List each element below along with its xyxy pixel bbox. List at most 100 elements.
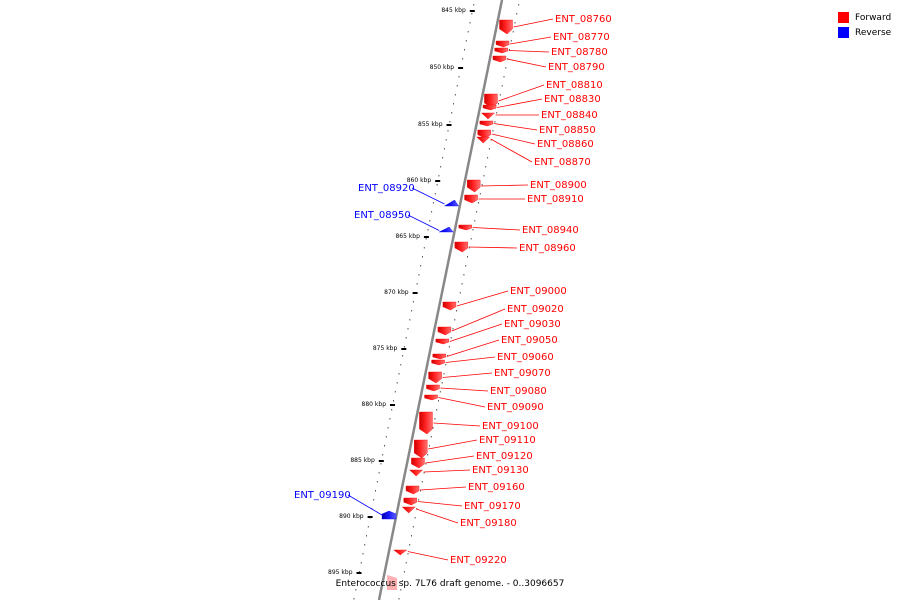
gene-label[interactable]: ENT_09120 bbox=[476, 451, 533, 462]
gene-feature[interactable]: ENT_09030 bbox=[435, 319, 561, 345]
reverse-gene-arrow[interactable] bbox=[381, 510, 397, 520]
gene-label[interactable]: ENT_09160 bbox=[468, 482, 525, 493]
gene-label[interactable]: ENT_08940 bbox=[522, 225, 579, 236]
gene-label[interactable]: ENT_09060 bbox=[497, 352, 554, 363]
gene-feature[interactable]: ENT_08790 bbox=[492, 55, 605, 73]
gene-feature[interactable]: ENT_09050 bbox=[432, 335, 558, 360]
forward-gene-arrow[interactable] bbox=[482, 104, 497, 111]
gene-feature[interactable]: ENT_09110 bbox=[414, 435, 536, 459]
gene-feature[interactable]: ENT_09120 bbox=[411, 451, 533, 469]
forward-gene-arrow[interactable] bbox=[454, 241, 469, 253]
forward-gene-arrow[interactable] bbox=[424, 394, 438, 401]
gene-label[interactable]: ENT_08830 bbox=[544, 94, 601, 105]
forward-gene-arrow[interactable] bbox=[411, 457, 425, 469]
gene-feature[interactable]: ENT_09080 bbox=[426, 384, 547, 397]
gene-label[interactable]: ENT_08760 bbox=[555, 14, 612, 25]
gene-label[interactable]: ENT_09070 bbox=[494, 368, 551, 379]
reverse-gene-arrow[interactable] bbox=[443, 199, 459, 207]
forward-gene-arrow[interactable] bbox=[426, 384, 440, 392]
forward-gene-arrow[interactable] bbox=[466, 179, 481, 193]
gene-label[interactable]: ENT_08900 bbox=[530, 180, 587, 191]
gene-label[interactable]: ENT_08770 bbox=[553, 32, 610, 43]
gene-label[interactable]: ENT_09000 bbox=[510, 286, 567, 297]
forward-gene-arrow[interactable] bbox=[479, 120, 494, 127]
gene-feature[interactable]: ENT_08810 bbox=[484, 80, 603, 109]
gene-label[interactable]: ENT_09180 bbox=[460, 518, 517, 529]
gene-feature[interactable]: ENT_09160 bbox=[405, 482, 525, 495]
gene-feature[interactable]: ENT_09090 bbox=[424, 394, 544, 413]
forward-gene-arrow[interactable] bbox=[419, 411, 433, 435]
forward-gene-arrow[interactable] bbox=[442, 301, 457, 311]
reverse-gene-arrow[interactable] bbox=[439, 226, 454, 233]
forward-gene-arrow[interactable] bbox=[401, 506, 416, 514]
gene-label[interactable]: ENT_09110 bbox=[479, 435, 536, 446]
gene-feature[interactable]: ENT_09180 bbox=[401, 506, 517, 529]
gene-label[interactable]: ENT_09170 bbox=[464, 501, 521, 512]
forward-gene-arrow[interactable] bbox=[499, 19, 513, 35]
forward-gene-arrow[interactable] bbox=[492, 55, 507, 63]
gene-label[interactable]: ENT_09080 bbox=[490, 386, 547, 397]
gene-feature[interactable]: ENT_08900 bbox=[466, 179, 587, 193]
gene-label[interactable]: ENT_09100 bbox=[482, 421, 539, 432]
forward-gene-arrow[interactable] bbox=[428, 371, 442, 384]
gene-feature[interactable]: ENT_08770 bbox=[495, 32, 610, 48]
gene-feature[interactable]: ENT_08920 bbox=[358, 183, 459, 207]
gene-label[interactable]: ENT_09050 bbox=[501, 335, 558, 346]
forward-gene-arrow[interactable] bbox=[495, 40, 510, 48]
gene-label[interactable]: ENT_08950 bbox=[354, 210, 411, 221]
forward-gene-arrow[interactable] bbox=[477, 129, 491, 139]
gene-feature[interactable]: ENT_08840 bbox=[481, 110, 598, 121]
gene-feature[interactable]: ENT_09190 bbox=[294, 490, 397, 520]
gene-feature[interactable]: ENT_08870 bbox=[476, 136, 591, 168]
gene-label[interactable]: ENT_09090 bbox=[487, 402, 544, 413]
gene-feature[interactable]: ENT_08940 bbox=[458, 224, 579, 236]
forward-gene-arrow[interactable] bbox=[431, 359, 445, 366]
gene-feature[interactable]: ENT_09020 bbox=[437, 304, 564, 336]
gene-label[interactable]: ENT_09220 bbox=[450, 555, 507, 566]
gene-feature[interactable]: ENT_08950 bbox=[354, 210, 454, 233]
forward-gene-arrow[interactable] bbox=[414, 439, 428, 459]
gene-feature[interactable]: ENT_08780 bbox=[494, 47, 608, 58]
forward-gene-arrow[interactable] bbox=[435, 338, 449, 345]
gene-feature[interactable]: ENT_09220 bbox=[393, 549, 507, 566]
forward-gene-arrow[interactable] bbox=[437, 326, 452, 336]
gene-feature[interactable]: ENT_08830 bbox=[482, 94, 601, 111]
gene-label[interactable]: ENT_08960 bbox=[519, 243, 576, 254]
gene-label[interactable]: ENT_09190 bbox=[294, 490, 351, 501]
gene-label[interactable]: ENT_08850 bbox=[539, 125, 596, 136]
forward-gene-arrow[interactable] bbox=[409, 469, 424, 477]
gene-feature[interactable]: ENT_09130 bbox=[409, 465, 529, 477]
gene-feature[interactable]: ENT_08910 bbox=[464, 194, 584, 205]
gene-label[interactable]: ENT_09030 bbox=[504, 319, 561, 330]
forward-gene-arrow[interactable] bbox=[481, 112, 496, 120]
forward-gene-arrow[interactable] bbox=[393, 549, 408, 556]
gene-label[interactable]: ENT_08910 bbox=[527, 194, 584, 205]
gene-label[interactable]: ENT_09020 bbox=[507, 304, 564, 315]
gene-feature[interactable]: ENT_08760 bbox=[499, 14, 612, 35]
forward-gene-arrow[interactable] bbox=[494, 47, 508, 54]
forward-gene-arrow[interactable] bbox=[405, 485, 420, 495]
gene-feature[interactable]: ENT_08850 bbox=[479, 120, 596, 136]
gene-label[interactable]: ENT_09130 bbox=[472, 465, 529, 476]
gene-feature[interactable]: ENT_09060 bbox=[431, 352, 554, 366]
gene-feature[interactable]: ENT_09100 bbox=[419, 411, 539, 435]
gene-label[interactable]: ENT_08870 bbox=[534, 157, 591, 168]
forward-gene-arrow[interactable] bbox=[458, 224, 472, 231]
gene-label[interactable]: ENT_08810 bbox=[546, 80, 603, 91]
gene-label[interactable]: ENT_08860 bbox=[537, 139, 594, 150]
gene-label[interactable]: ENT_08790 bbox=[548, 62, 605, 73]
gene-label[interactable]: ENT_08780 bbox=[551, 47, 608, 58]
forward-gene-arrow[interactable] bbox=[403, 497, 417, 506]
forward-gene-arrow[interactable] bbox=[464, 194, 478, 204]
gene-feature[interactable]: ENT_08860 bbox=[477, 129, 594, 150]
gene-feature[interactable]: ENT_09070 bbox=[428, 368, 551, 384]
gene-label[interactable]: ENT_08840 bbox=[541, 110, 598, 121]
gene-feature[interactable]: ENT_08960 bbox=[454, 241, 576, 254]
forward-gene-arrow[interactable] bbox=[387, 575, 398, 590]
forward-gene-arrow[interactable] bbox=[432, 353, 446, 360]
gene-feature[interactable]: ENT_09000 bbox=[442, 286, 567, 311]
gene-feature[interactable]: ENT_09170 bbox=[403, 497, 521, 512]
forward-gene-arrow[interactable] bbox=[476, 136, 491, 144]
gene-label[interactable]: ENT_08920 bbox=[358, 183, 415, 194]
